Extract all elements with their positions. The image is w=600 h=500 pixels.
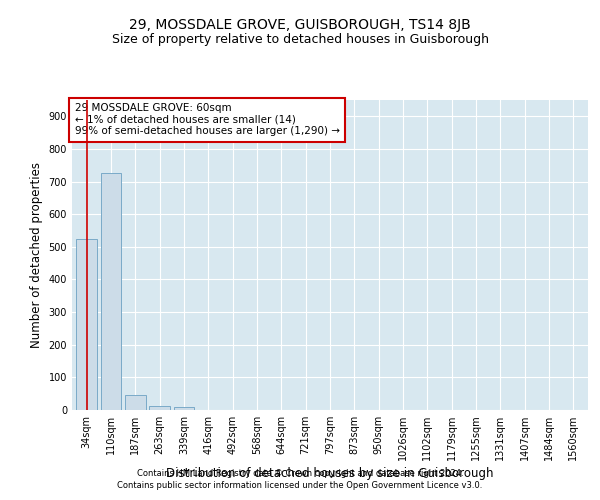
X-axis label: Distribution of detached houses by size in Guisborough: Distribution of detached houses by size … — [166, 468, 494, 480]
Bar — [125, 394, 146, 410]
Y-axis label: Number of detached properties: Number of detached properties — [30, 162, 43, 348]
Text: 29 MOSSDALE GROVE: 60sqm
← 1% of detached houses are smaller (14)
99% of semi-de: 29 MOSSDALE GROVE: 60sqm ← 1% of detache… — [74, 103, 340, 136]
Text: Contains public sector information licensed under the Open Government Licence v3: Contains public sector information licen… — [118, 481, 482, 490]
Text: 29, MOSSDALE GROVE, GUISBOROUGH, TS14 8JB: 29, MOSSDALE GROVE, GUISBOROUGH, TS14 8J… — [129, 18, 471, 32]
Bar — [173, 408, 194, 410]
Bar — [76, 238, 97, 410]
Text: Contains HM Land Registry data © Crown copyright and database right 2024.: Contains HM Land Registry data © Crown c… — [137, 468, 463, 477]
Bar — [149, 406, 170, 410]
Text: Size of property relative to detached houses in Guisborough: Size of property relative to detached ho… — [112, 32, 488, 46]
Bar — [101, 174, 121, 410]
